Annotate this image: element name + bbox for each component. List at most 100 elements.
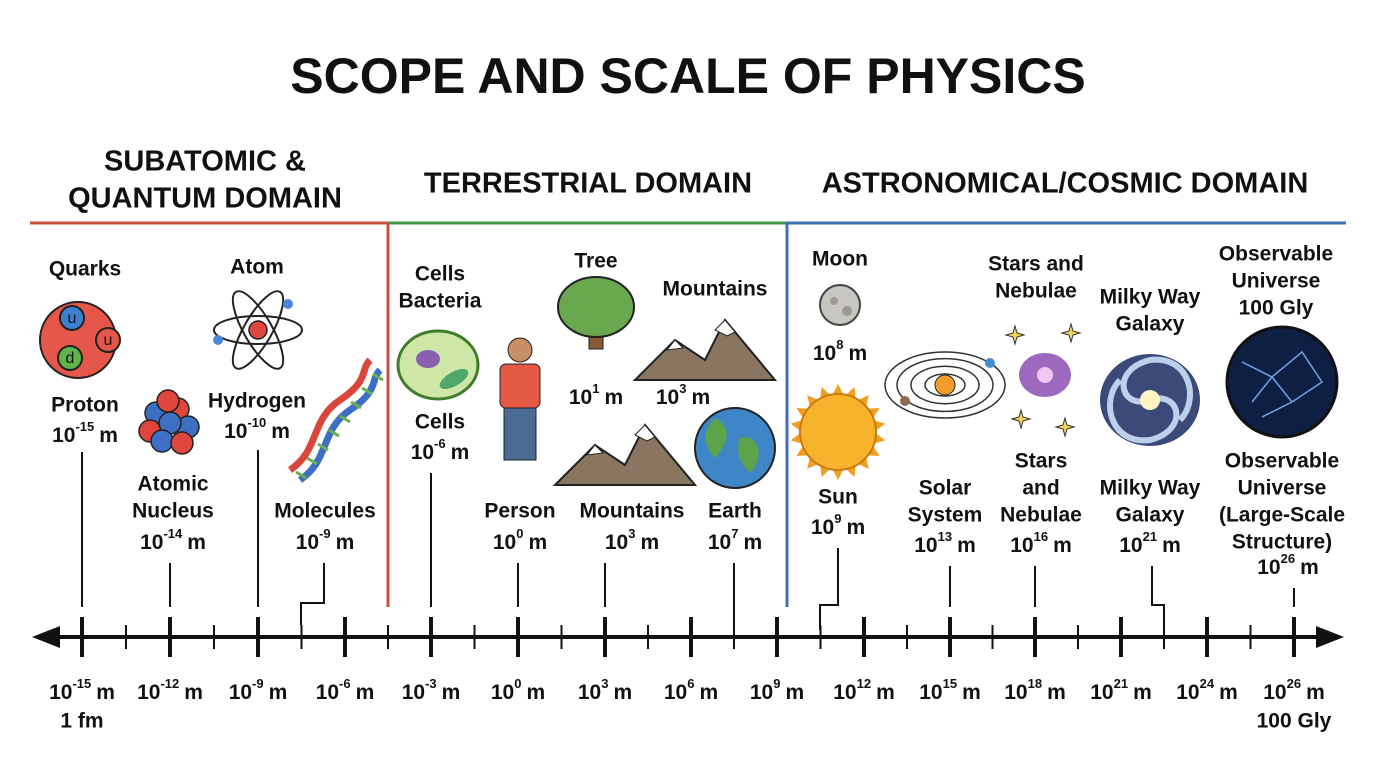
sparkle [1060, 322, 1082, 344]
icon [819, 284, 861, 326]
galaxy-core [1140, 390, 1160, 410]
axis-arrow [32, 626, 60, 648]
power-base: 10 [493, 531, 516, 554]
power-exponent: 13 [938, 529, 952, 544]
ray [790, 433, 802, 444]
quark-label: u [68, 310, 77, 327]
power-exponent: 21 [1114, 676, 1128, 691]
ray [874, 420, 886, 431]
ray [868, 446, 880, 456]
power-exponent: 0 [516, 526, 523, 541]
power-base: 10 [140, 531, 163, 554]
power-base: 10 [229, 681, 252, 704]
power-exponent: 26 [1281, 551, 1295, 566]
power-base: 10 [664, 681, 687, 704]
item-label: Atom [230, 256, 284, 279]
item-label: Tree [574, 250, 617, 273]
axis-label: 10-12 m [137, 676, 203, 703]
axis-label: 10-15 m [49, 676, 115, 703]
axis-label: 100 m [491, 676, 545, 703]
galaxy-arm [1120, 356, 1193, 423]
axis-label: 10-9 m [229, 676, 288, 703]
power-exponent: 3 [601, 676, 608, 691]
power-base: 10 [316, 681, 339, 704]
power-unit: m [640, 531, 659, 554]
power-exponent: 1 [592, 381, 599, 396]
icon [499, 337, 541, 461]
atom-core [248, 320, 268, 340]
land [705, 418, 759, 473]
item-label: Earth [708, 500, 762, 523]
axis-label: 1018 m [1004, 676, 1066, 703]
item-label: Mountains [663, 278, 768, 301]
power-base: 10 [402, 681, 425, 704]
power-unit: m [184, 681, 203, 704]
item-label: Molecules [274, 500, 376, 523]
dna-strand [287, 357, 373, 473]
domain-title: ASTRONOMICAL/COSMIC DOMAIN [822, 168, 1309, 200]
domain-title: SUBATOMIC & [104, 146, 306, 178]
item-size: 1026 m [1257, 551, 1319, 578]
item-size: 101 m [569, 381, 623, 408]
universe [1225, 325, 1339, 439]
power-exponent: -9 [252, 676, 264, 691]
dna-strand [297, 367, 383, 483]
power-exponent: 12 [857, 676, 871, 691]
power-exponent: -6 [434, 436, 446, 451]
planet [900, 396, 910, 406]
power-exponent: 3 [679, 381, 686, 396]
power-unit: m [1219, 681, 1238, 704]
ray [833, 384, 843, 394]
axis-label: 106 m [664, 676, 718, 703]
nebula-core [1037, 367, 1053, 383]
power-unit: m [1300, 556, 1319, 579]
item-size: 10-15 m [52, 419, 118, 446]
item-size: 10-14 m [140, 526, 206, 553]
item-label: Milky Way [1100, 477, 1201, 500]
web [1241, 350, 1324, 418]
icon [1100, 354, 1200, 446]
dna-rung [317, 442, 329, 452]
item-label: Stars and [988, 253, 1084, 276]
power-exponent: 3 [628, 526, 635, 541]
item-label: Galaxy [1116, 504, 1185, 527]
power-unit: m [691, 386, 710, 409]
electron [283, 299, 293, 309]
orbit [884, 351, 1006, 419]
item-label: Nucleus [132, 500, 214, 523]
power-base: 10 [1090, 681, 1113, 704]
power-exponent: -3 [425, 676, 437, 691]
item-label: and [1022, 477, 1059, 500]
power-base: 10 [811, 516, 834, 539]
leader-line [819, 548, 839, 630]
power-base: 10 [656, 386, 679, 409]
sun [799, 393, 877, 471]
item-label: Universe [1232, 270, 1321, 293]
power-exponent: -12 [160, 676, 179, 691]
crater [830, 297, 838, 305]
planet [985, 358, 995, 368]
snow [585, 424, 656, 456]
mountain [552, 423, 698, 486]
power-unit: m [962, 681, 981, 704]
power-base: 10 [813, 342, 836, 365]
power-exponent: 6 [687, 676, 694, 691]
power-unit: m [269, 681, 288, 704]
item-size: 100 m [493, 526, 547, 553]
power-base: 10 [1263, 681, 1286, 704]
power-base: 10 [296, 531, 319, 554]
power-base: 10 [49, 681, 72, 704]
item-label: Nebulae [1000, 504, 1082, 527]
axis-label: 1015 m [919, 676, 981, 703]
power-base: 10 [52, 424, 75, 447]
leader-line [1151, 566, 1165, 630]
power-unit: m [848, 342, 867, 365]
ray [858, 395, 869, 407]
sparkle [1054, 416, 1076, 438]
item-size: 1016 m [1010, 529, 1072, 556]
axis-label: 1024 m [1176, 676, 1238, 703]
power-base: 10 [137, 681, 160, 704]
dna-rung [361, 386, 373, 396]
nucleon [156, 389, 180, 413]
